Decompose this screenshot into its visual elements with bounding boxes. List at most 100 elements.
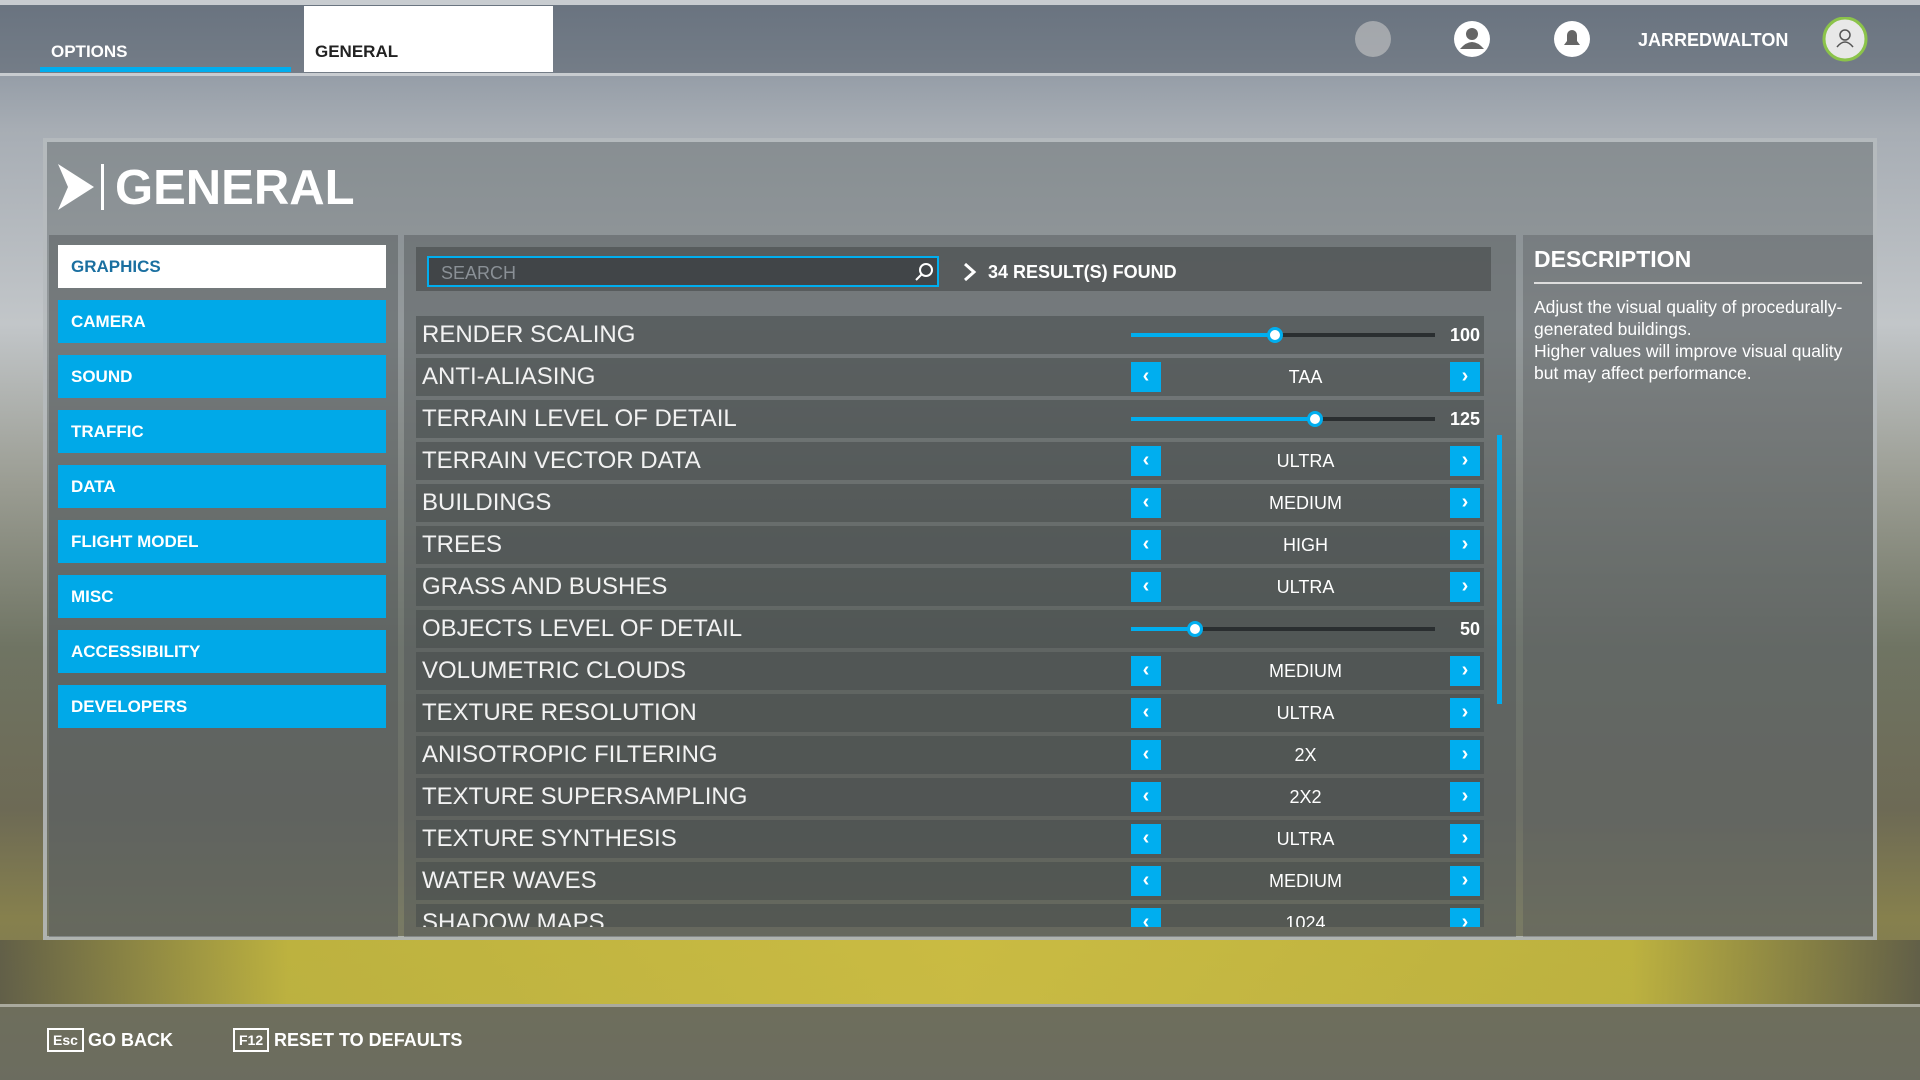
- footer-action[interactable]: GO BACK: [88, 1030, 173, 1050]
- description-line: Higher values will improve visual qualit…: [1534, 341, 1843, 361]
- setting-row[interactable]: TERRAIN LEVEL OF DETAIL 125: [416, 400, 1484, 438]
- search-input[interactable]: SEARCH: [427, 256, 939, 287]
- description-title: DESCRIPTION: [1534, 246, 1692, 272]
- sidebar-item[interactable]: MISC: [58, 575, 386, 618]
- sidebar-item[interactable]: TRAFFIC: [58, 410, 386, 453]
- tab[interactable]: OPTIONS: [51, 42, 128, 61]
- description-line: Adjust the visual quality of procedurall…: [1534, 297, 1843, 317]
- setting-row[interactable]: WATER WAVES ‹ MEDIUM ›: [416, 862, 1484, 900]
- setting-label: WATER WAVES: [422, 867, 597, 894]
- description-text: Adjust the visual quality of procedurall…: [1534, 296, 1842, 384]
- arrow-left[interactable]: ‹: [1131, 782, 1161, 812]
- slider-track: [1131, 333, 1435, 337]
- setting-label: SHADOW MAPS: [422, 909, 605, 927]
- arrow-right[interactable]: ›: [1450, 446, 1480, 476]
- setting-label: ANTI-ALIASING: [422, 363, 596, 390]
- sidebar-item[interactable]: SOUND: [58, 355, 386, 398]
- username[interactable]: JARREDWALTON: [1638, 30, 1789, 50]
- setting-value: ULTRA: [1276, 829, 1335, 849]
- description-line: but may affect performance.: [1534, 363, 1752, 383]
- arrow-right[interactable]: ›: [1450, 908, 1480, 927]
- setting-value: 2X2: [1289, 787, 1322, 807]
- setting-row[interactable]: SHADOW MAPS ‹ 1024 ›: [416, 904, 1484, 927]
- arrow-left[interactable]: ‹: [1131, 698, 1161, 728]
- slider-fill: [1131, 417, 1315, 421]
- setting-row[interactable]: ANISOTROPIC FILTERING ‹ 2X ›: [416, 736, 1484, 774]
- tab-underline: [40, 67, 291, 72]
- setting-label: RENDER SCALING: [422, 321, 636, 348]
- scrollbar[interactable]: [1497, 435, 1502, 704]
- arrow-right[interactable]: ›: [1450, 362, 1480, 392]
- setting-row[interactable]: BUILDINGS ‹ MEDIUM ›: [416, 484, 1484, 522]
- arrow-left[interactable]: ‹: [1131, 530, 1161, 560]
- slider-track: [1131, 627, 1435, 631]
- setting-value: ULTRA: [1276, 703, 1335, 723]
- arrow-left[interactable]: ‹: [1131, 656, 1161, 686]
- key-badge: F12: [233, 1028, 270, 1052]
- arrow-right[interactable]: ›: [1450, 572, 1480, 602]
- setting-row[interactable]: TEXTURE SYNTHESIS ‹ ULTRA ›: [416, 820, 1484, 858]
- setting-value: HIGH: [1283, 535, 1328, 555]
- setting-row[interactable]: TEXTURE RESOLUTION ‹ ULTRA ›: [416, 694, 1484, 732]
- arrow-left[interactable]: ‹: [1131, 908, 1161, 927]
- arrow-left[interactable]: ‹: [1131, 362, 1161, 392]
- arrow-left[interactable]: ‹: [1131, 740, 1161, 770]
- description-line: generated buildings.: [1534, 319, 1692, 339]
- search-icon[interactable]: [913, 261, 935, 283]
- setting-row[interactable]: RENDER SCALING 100: [416, 316, 1484, 354]
- arrow-left[interactable]: ‹: [1131, 446, 1161, 476]
- sidebar-item[interactable]: FLIGHT MODEL: [58, 520, 386, 563]
- avatar[interactable]: [1822, 17, 1868, 62]
- setting-row[interactable]: OBJECTS LEVEL OF DETAIL 50: [416, 610, 1484, 648]
- setting-row[interactable]: TERRAIN VECTOR DATA ‹ ULTRA ›: [416, 442, 1484, 480]
- sidebar-item[interactable]: ACCESSIBILITY: [58, 630, 386, 673]
- arrow-left[interactable]: ‹: [1131, 866, 1161, 896]
- friends-icon[interactable]: [1355, 21, 1391, 57]
- arrow-right[interactable]: ›: [1450, 698, 1480, 728]
- setting-label: VOLUMETRIC CLOUDS: [422, 657, 687, 684]
- setting-label: TEXTURE SUPERSAMPLING: [422, 783, 748, 810]
- arrow-right[interactable]: ›: [1450, 782, 1480, 812]
- tab-active[interactable]: GENERAL: [304, 6, 553, 72]
- footer-action[interactable]: RESET TO DEFAULTS: [274, 1030, 463, 1050]
- setting-label: ANISOTROPIC FILTERING: [422, 741, 718, 768]
- setting-row[interactable]: VOLUMETRIC CLOUDS ‹ MEDIUM ›: [416, 652, 1484, 690]
- sidebar-item[interactable]: CAMERA: [58, 300, 386, 343]
- setting-label: TEXTURE RESOLUTION: [422, 699, 697, 726]
- description-panel: [1523, 235, 1873, 937]
- arrow-left[interactable]: ‹: [1131, 824, 1161, 854]
- arrow-right[interactable]: ›: [1450, 530, 1480, 560]
- top-icons: [1355, 17, 1868, 62]
- arrow-left[interactable]: ‹: [1131, 488, 1161, 518]
- arrow-right[interactable]: ›: [1450, 488, 1480, 518]
- arrow-right[interactable]: ›: [1450, 824, 1480, 854]
- slider-thumb[interactable]: [1307, 411, 1323, 427]
- slider-fill: [1131, 627, 1195, 631]
- setting-value: 1024: [1285, 913, 1326, 927]
- sidebar-item[interactable]: GRAPHICS: [58, 245, 386, 288]
- setting-value: 2X: [1294, 745, 1317, 765]
- setting-value: MEDIUM: [1269, 493, 1342, 513]
- arrow-right[interactable]: ›: [1450, 740, 1480, 770]
- arrow-right[interactable]: ›: [1450, 866, 1480, 896]
- setting-value: 100: [1449, 325, 1480, 345]
- arrow-left[interactable]: ‹: [1131, 572, 1161, 602]
- runway-background: [0, 940, 1920, 1004]
- setting-value: ULTRA: [1276, 451, 1335, 471]
- setting-label: GRASS AND BUSHES: [422, 573, 668, 600]
- setting-label: TEXTURE SYNTHESIS: [422, 825, 677, 852]
- arrow-right[interactable]: ›: [1450, 656, 1480, 686]
- setting-row[interactable]: TEXTURE SUPERSAMPLING ‹ 2X2 ›: [416, 778, 1484, 816]
- setting-row[interactable]: ANTI-ALIASING ‹ TAA ›: [416, 358, 1484, 396]
- setting-value: MEDIUM: [1269, 871, 1342, 891]
- setting-row[interactable]: TREES ‹ HIGH ›: [416, 526, 1484, 564]
- slider-thumb[interactable]: [1267, 327, 1283, 343]
- sidebar-item[interactable]: DATA: [58, 465, 386, 508]
- setting-label: TREES: [422, 531, 503, 558]
- setting-value: 50: [1459, 619, 1480, 639]
- setting-value: 125: [1449, 409, 1480, 429]
- setting-row[interactable]: GRASS AND BUSHES ‹ ULTRA ›: [416, 568, 1484, 606]
- sidebar-item[interactable]: DEVELOPERS: [58, 685, 386, 728]
- page-title: GENERAL: [115, 161, 355, 215]
- slider-thumb[interactable]: [1187, 621, 1203, 637]
